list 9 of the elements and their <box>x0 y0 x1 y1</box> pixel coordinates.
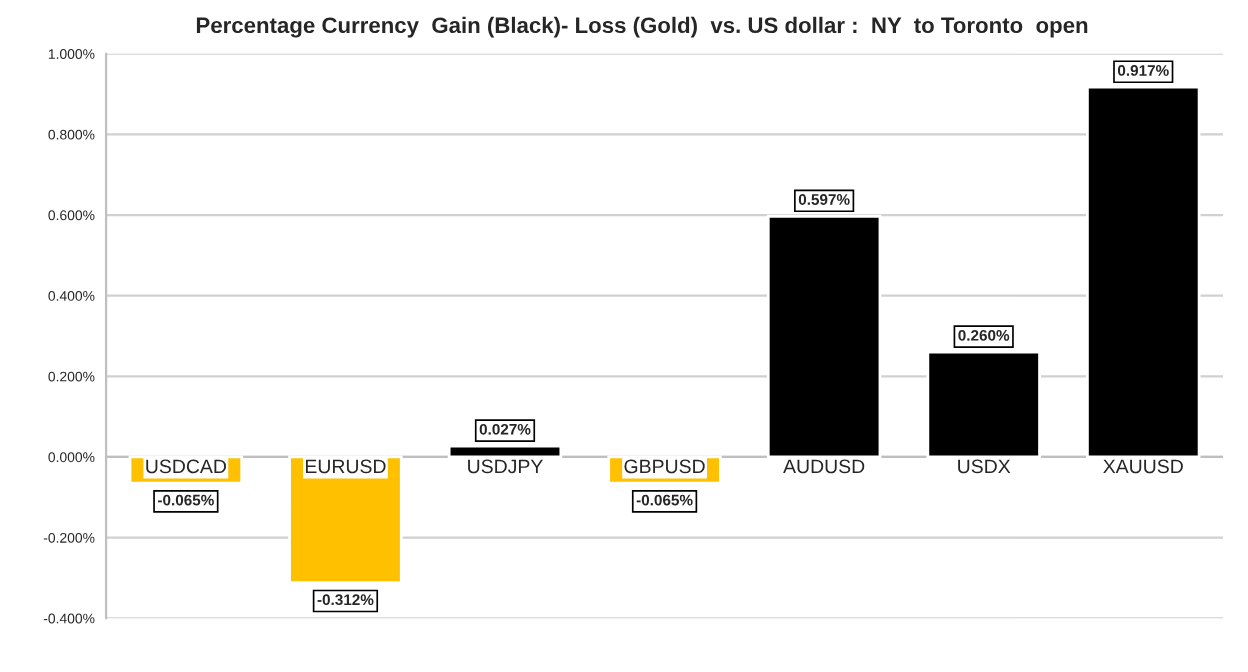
x-tick-label: USDX <box>958 459 1011 474</box>
x-tick-label: USDJPY <box>468 459 543 474</box>
x-tick-label: GBPUSD <box>624 459 705 474</box>
chart-title: Percentage Currency Gain (Black)- Loss (Gold) vs. US dollar : NY to Toronto open <box>196 16 1088 38</box>
x-tick-label: EURUSD <box>305 459 386 474</box>
bar <box>288 455 403 585</box>
x-tick-label: AUDUSD <box>783 459 865 474</box>
x-tick-label: XAUUSD <box>1103 459 1183 474</box>
x-tick-label: USDCAD <box>146 459 226 474</box>
